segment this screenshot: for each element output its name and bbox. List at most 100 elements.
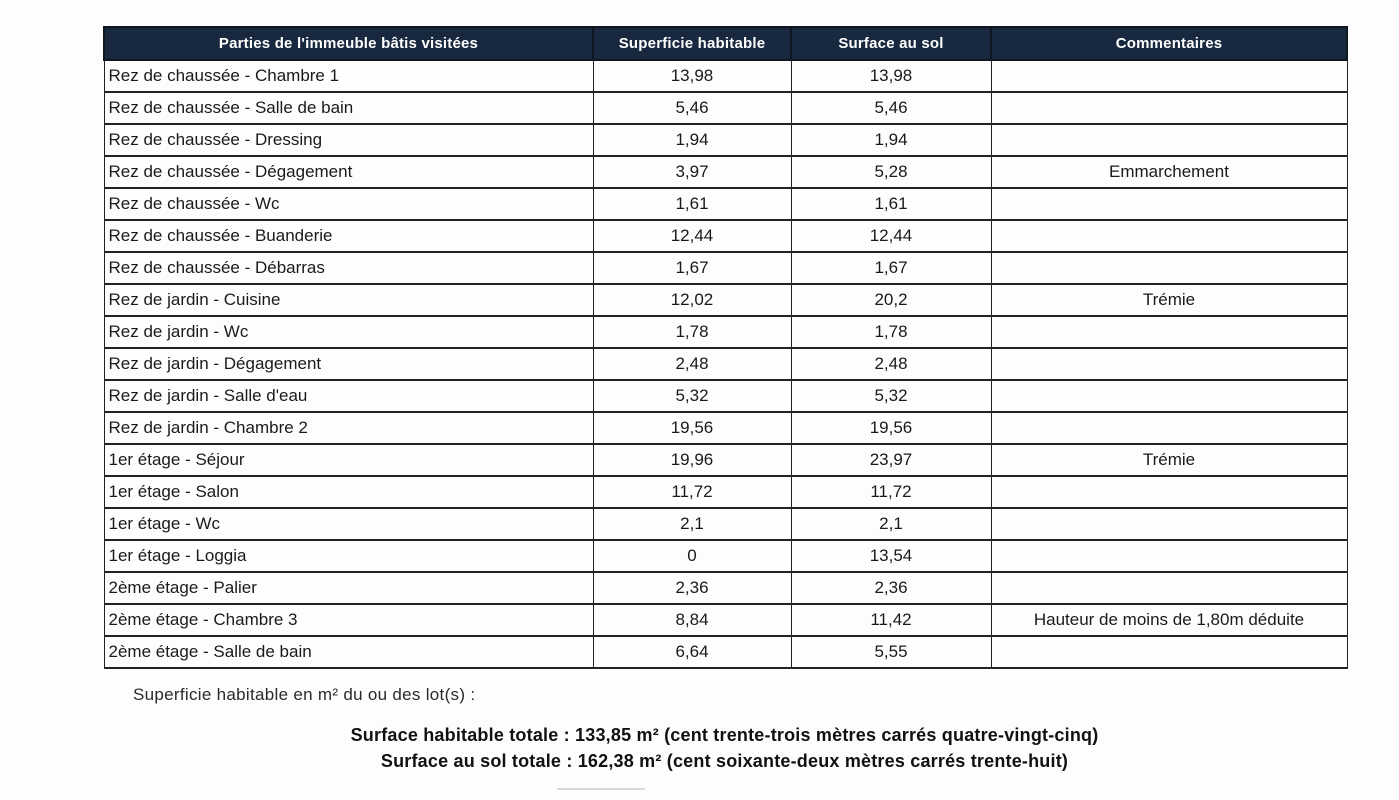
cell-commentaire bbox=[990, 635, 1348, 669]
cell-surface-sol: 13,98 bbox=[790, 59, 992, 93]
table-row: Rez de jardin - Dégagement 2,48 2,48 bbox=[103, 347, 1348, 381]
cell-surface-sol: 2,1 bbox=[790, 507, 992, 541]
cell-superficie: 13,98 bbox=[592, 59, 792, 93]
cell-surface-sol: 1,61 bbox=[790, 187, 992, 221]
cell-partie: Rez de chaussée - Buanderie bbox=[103, 219, 594, 253]
cell-superficie: 19,96 bbox=[592, 443, 792, 477]
cell-partie: Rez de chaussée - Dressing bbox=[103, 123, 594, 157]
totals-block: Surface habitable totale : 133,85 m² (ce… bbox=[103, 722, 1346, 774]
cell-commentaire bbox=[990, 123, 1348, 157]
cell-commentaire bbox=[990, 539, 1348, 573]
cell-superficie: 3,97 bbox=[592, 155, 792, 189]
cell-partie: Rez de jardin - Chambre 2 bbox=[103, 411, 594, 445]
cell-surface-sol: 1,94 bbox=[790, 123, 992, 157]
page-separator-mark bbox=[557, 788, 645, 790]
cell-commentaire bbox=[990, 315, 1348, 349]
cell-partie: 1er étage - Séjour bbox=[103, 443, 594, 477]
total-sol-line: Surface au sol totale : 162,38 m² (cent … bbox=[380, 751, 1069, 771]
cell-partie: Rez de jardin - Salle d'eau bbox=[103, 379, 594, 413]
cell-partie: 2ème étage - Chambre 3 bbox=[103, 603, 594, 637]
table-row: 1er étage - Loggia 0 13,54 bbox=[103, 539, 1348, 573]
table-row: Rez de chaussée - Chambre 1 13,98 13,98 bbox=[103, 59, 1348, 93]
table-row: Rez de chaussée - Débarras 1,67 1,67 bbox=[103, 251, 1348, 285]
cell-surface-sol: 20,2 bbox=[790, 283, 992, 317]
cell-superficie: 12,44 bbox=[592, 219, 792, 253]
table-row: 1er étage - Séjour 19,96 23,97 Trémie bbox=[103, 443, 1348, 477]
cell-surface-sol: 5,55 bbox=[790, 635, 992, 669]
col-header-surface-sol: Surface au sol bbox=[790, 26, 992, 61]
surface-table: Parties de l'immeuble bâtis visitées Sup… bbox=[103, 26, 1348, 669]
col-header-superficie: Superficie habitable bbox=[592, 26, 792, 61]
cell-surface-sol: 2,48 bbox=[790, 347, 992, 381]
cell-superficie: 5,32 bbox=[592, 379, 792, 413]
surface-table-container: Parties de l'immeuble bâtis visitées Sup… bbox=[103, 26, 1348, 669]
cell-commentaire bbox=[990, 571, 1348, 605]
cell-commentaire: Hauteur de moins de 1,80m déduite bbox=[990, 603, 1348, 637]
cell-partie: Rez de jardin - Cuisine bbox=[103, 283, 594, 317]
cell-superficie: 2,1 bbox=[592, 507, 792, 541]
total-habitable-line: Surface habitable totale : 133,85 m² (ce… bbox=[350, 725, 1099, 745]
cell-surface-sol: 2,36 bbox=[790, 571, 992, 605]
cell-partie: 1er étage - Wc bbox=[103, 507, 594, 541]
table-row: Rez de chaussée - Salle de bain 5,46 5,46 bbox=[103, 91, 1348, 125]
table-row: 1er étage - Wc 2,1 2,1 bbox=[103, 507, 1348, 541]
cell-commentaire bbox=[990, 379, 1348, 413]
cell-superficie: 2,48 bbox=[592, 347, 792, 381]
cell-surface-sol: 12,44 bbox=[790, 219, 992, 253]
table-row: Rez de jardin - Cuisine 12,02 20,2 Trémie bbox=[103, 283, 1348, 317]
table-header-row: Parties de l'immeuble bâtis visitées Sup… bbox=[103, 26, 1348, 61]
cell-superficie: 12,02 bbox=[592, 283, 792, 317]
cell-superficie: 5,46 bbox=[592, 91, 792, 125]
cell-commentaire bbox=[990, 219, 1348, 253]
cell-surface-sol: 11,42 bbox=[790, 603, 992, 637]
table-row: 2ème étage - Chambre 3 8,84 11,42 Hauteur d… bbox=[103, 603, 1348, 637]
cell-superficie: 11,72 bbox=[592, 475, 792, 509]
cell-superficie: 19,56 bbox=[592, 411, 792, 445]
cell-surface-sol: 1,78 bbox=[790, 315, 992, 349]
cell-partie: 1er étage - Salon bbox=[103, 475, 594, 509]
table-row: Rez de chaussée - Dressing 1,94 1,94 bbox=[103, 123, 1348, 157]
cell-surface-sol: 23,97 bbox=[790, 443, 992, 477]
cell-superficie: 2,36 bbox=[592, 571, 792, 605]
col-header-parties: Parties de l'immeuble bâtis visitées bbox=[103, 26, 594, 61]
cell-superficie: 8,84 bbox=[592, 603, 792, 637]
cell-superficie: 1,78 bbox=[592, 315, 792, 349]
cell-superficie: 1,67 bbox=[592, 251, 792, 285]
cell-commentaire bbox=[990, 187, 1348, 221]
table-row: Rez de jardin - Salle d'eau 5,32 5,32 bbox=[103, 379, 1348, 413]
table-row: Rez de chaussée - Buanderie 12,44 12,44 bbox=[103, 219, 1348, 253]
cell-surface-sol: 11,72 bbox=[790, 475, 992, 509]
cell-commentaire bbox=[990, 251, 1348, 285]
cell-superficie: 0 bbox=[592, 539, 792, 573]
col-header-commentaires: Commentaires bbox=[990, 26, 1348, 61]
cell-superficie: 1,94 bbox=[592, 123, 792, 157]
table-row: Rez de chaussée - Wc 1,61 1,61 bbox=[103, 187, 1348, 221]
cell-surface-sol: 19,56 bbox=[790, 411, 992, 445]
cell-commentaire: Trémie bbox=[990, 443, 1348, 477]
cell-superficie: 6,64 bbox=[592, 635, 792, 669]
cell-commentaire bbox=[990, 411, 1348, 445]
cell-surface-sol: 5,28 bbox=[790, 155, 992, 189]
cell-surface-sol: 1,67 bbox=[790, 251, 992, 285]
cell-partie: 2ème étage - Palier bbox=[103, 571, 594, 605]
cell-partie: Rez de jardin - Dégagement bbox=[103, 347, 594, 381]
cell-commentaire: Emmarchement bbox=[990, 155, 1348, 189]
cell-surface-sol: 5,32 bbox=[790, 379, 992, 413]
table-row: 1er étage - Salon 11,72 11,72 bbox=[103, 475, 1348, 509]
cell-partie: Rez de chaussée - Salle de bain bbox=[103, 91, 594, 125]
cell-partie: Rez de chaussée - Débarras bbox=[103, 251, 594, 285]
cell-partie: 1er étage - Loggia bbox=[103, 539, 594, 573]
cell-commentaire: Trémie bbox=[990, 283, 1348, 317]
cell-commentaire bbox=[990, 59, 1348, 93]
cell-partie: Rez de chaussée - Dégagement bbox=[103, 155, 594, 189]
table-row: 2ème étage - Palier 2,36 2,36 bbox=[103, 571, 1348, 605]
cell-surface-sol: 5,46 bbox=[790, 91, 992, 125]
superficie-note: Superficie habitable en m² du ou des lot… bbox=[133, 685, 476, 704]
table-row: Rez de chaussée - Dégagement 3,97 5,28 Emma… bbox=[103, 155, 1348, 189]
cell-surface-sol: 13,54 bbox=[790, 539, 992, 573]
cell-commentaire bbox=[990, 91, 1348, 125]
cell-superficie: 1,61 bbox=[592, 187, 792, 221]
cell-commentaire bbox=[990, 475, 1348, 509]
cell-partie: Rez de chaussée - Wc bbox=[103, 187, 594, 221]
